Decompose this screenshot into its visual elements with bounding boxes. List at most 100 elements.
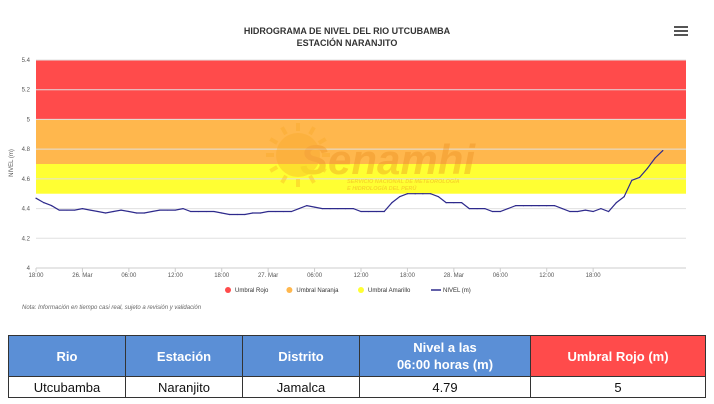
data-point — [50, 205, 53, 207]
data-point — [654, 157, 656, 159]
data-point — [321, 207, 323, 210]
data-point — [577, 210, 579, 213]
data-point — [306, 205, 308, 207]
header-nivel: Nivel a las 06:00 horas (m) — [359, 335, 531, 377]
data-point — [468, 207, 470, 210]
data-point — [476, 207, 478, 210]
header-umbral-rojo: Umbral Rojo (m) — [530, 335, 706, 377]
legend-marker-icon — [358, 287, 364, 293]
sun-ray-icon — [280, 126, 288, 136]
data-point — [391, 202, 393, 204]
x-tick-label: 12:00 — [353, 273, 369, 279]
data-point — [600, 207, 602, 210]
data-point — [259, 212, 262, 214]
legend-item: Umbral Rojo — [225, 287, 269, 294]
legend-label: Umbral Rojo — [235, 288, 269, 294]
data-point — [244, 213, 246, 216]
data-point — [608, 210, 610, 213]
data-point — [569, 210, 571, 213]
data-point — [484, 207, 486, 210]
legend-label: Umbral Amarillo — [368, 288, 411, 294]
data-point — [74, 209, 76, 211]
x-tick-label: 06:00 — [121, 273, 137, 279]
header-nivel-line2: 06:00 horas (m) — [396, 357, 494, 372]
summary-table: Rio Estación Distrito Nivel a las 06:00 h… — [8, 335, 706, 398]
x-tick-label: 18:00 — [28, 273, 44, 279]
data-point — [422, 193, 424, 195]
data-point — [275, 210, 277, 213]
x-tick-label: 18:00 — [586, 273, 602, 279]
hamburger-menu-icon[interactable] — [674, 24, 688, 38]
data-point — [283, 210, 285, 213]
legend-label: NIVEL (m) — [443, 288, 471, 294]
header-rio: Rio — [8, 335, 126, 377]
y-tick-label: 4 — [27, 266, 31, 272]
data-point — [89, 209, 91, 211]
sun-ray-icon — [317, 137, 327, 145]
data-point — [298, 207, 300, 210]
cell-nivel: 4.79 — [359, 376, 531, 398]
data-point — [646, 167, 648, 170]
data-point — [491, 210, 494, 213]
data-point — [112, 210, 114, 213]
data-point — [105, 212, 107, 214]
data-point — [120, 209, 122, 211]
cell-umbral-rojo: 5 — [530, 376, 706, 398]
legend-marker-icon — [225, 287, 231, 293]
y-axis-label: NIVEL (m) — [9, 149, 15, 177]
data-point — [406, 193, 409, 195]
data-point — [414, 193, 416, 195]
header-estacion: Estación — [125, 335, 243, 377]
chart-title: HIDROGRAMA DE NIVEL DEL RIO UTCUBAMBA — [244, 26, 451, 36]
data-point — [430, 193, 432, 195]
y-tick-label: 5.2 — [22, 88, 31, 94]
data-point — [221, 212, 223, 214]
y-tick-label: 5.4 — [22, 58, 31, 64]
data-point — [313, 206, 316, 208]
data-point — [228, 213, 231, 216]
data-point — [197, 210, 200, 213]
y-tick-label: 5 — [27, 117, 31, 123]
band-umbral-naranja — [36, 119, 686, 164]
legend-item: Umbral Amarillo — [358, 287, 411, 294]
data-point — [58, 209, 60, 211]
data-point — [236, 213, 238, 216]
data-point — [205, 210, 207, 213]
chart-container: 4 4.2 4.4 4.6 4.8 5 5.2 5.4 Senamhi SERVICIO NACI… — [9, 24, 688, 311]
table-header-row: Rio Estación Distrito Nivel a las 06:00 h… — [8, 335, 706, 377]
sun-ray-icon — [317, 165, 327, 173]
data-point — [143, 212, 145, 214]
data-point — [530, 205, 532, 207]
data-point — [128, 210, 130, 213]
data-point — [383, 210, 385, 213]
x-tick-label: 12:00 — [168, 273, 184, 279]
data-point — [159, 209, 161, 211]
x-tick-label: 18:00 — [400, 273, 416, 279]
header-nivel-line1: Nivel a las — [413, 340, 477, 355]
data-point — [399, 196, 401, 198]
data-point — [453, 202, 455, 204]
cell-rio: Utcubamba — [8, 376, 126, 398]
data-point — [182, 207, 184, 210]
sun-icon — [276, 133, 320, 177]
data-point — [522, 205, 525, 207]
sun-ray-icon — [308, 174, 316, 184]
cell-estacion: Naranjito — [125, 376, 243, 398]
table-row: Utcubamba Naranjito Jamalca 4.79 5 — [8, 376, 706, 398]
data-point — [437, 196, 439, 198]
data-point — [344, 207, 347, 210]
data-point — [662, 150, 664, 152]
header-distrito: Distrito — [242, 335, 360, 377]
x-tick-label: 18:00 — [214, 273, 230, 279]
data-point — [592, 210, 594, 213]
data-point — [546, 205, 548, 207]
data-point — [81, 207, 84, 210]
y-tick-label: 4.8 — [22, 147, 31, 153]
legend-label: Umbral Naranja — [296, 288, 339, 294]
chart-note: Nota: Información en tiempo casi real, s… — [22, 305, 202, 311]
data-point — [190, 210, 192, 213]
data-point — [135, 212, 138, 214]
data-point — [631, 179, 633, 181]
